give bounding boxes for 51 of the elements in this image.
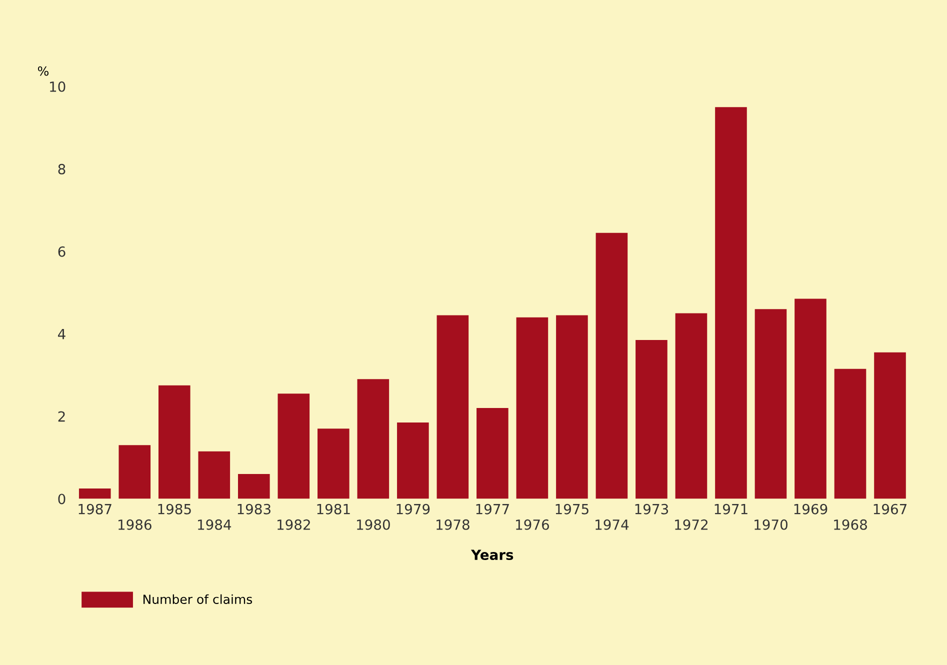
- x-tick-label: 1981: [317, 504, 350, 514]
- x-tick-label: 1971: [714, 504, 748, 514]
- bar: [556, 315, 588, 499]
- x-tick-label: 1987: [78, 504, 112, 514]
- x-tick-label: 1979: [396, 504, 430, 514]
- x-tick-label: 1976: [516, 519, 549, 530]
- x-tick-label: 1974: [596, 519, 629, 530]
- y-tick-label: 4: [58, 328, 66, 340]
- x-tick-label: 1973: [635, 504, 668, 514]
- bar: [636, 340, 668, 499]
- bar: [794, 298, 826, 499]
- x-tick-label: 1983: [238, 504, 270, 514]
- x-tick-label: 1984: [198, 519, 232, 530]
- bar: [278, 394, 310, 499]
- y-tick-label: 2: [58, 411, 65, 422]
- bar: [436, 315, 469, 499]
- x-tick-label: 1975: [556, 504, 588, 514]
- x-tick-label: 1970: [754, 519, 788, 530]
- bar: [476, 408, 508, 499]
- bar: [357, 379, 390, 499]
- y-axis-title: %: [38, 66, 48, 76]
- x-tick-label: 1986: [118, 519, 152, 530]
- bar: [596, 232, 628, 499]
- bar: [397, 422, 429, 499]
- x-tick-label: 1985: [158, 504, 191, 514]
- bar: [715, 107, 747, 499]
- bar: [118, 445, 151, 499]
- y-tick-label: 10: [50, 81, 66, 92]
- bar: [874, 352, 906, 499]
- x-tick-label: 1980: [357, 519, 390, 530]
- x-tick-label: 1978: [436, 519, 470, 530]
- y-tick-label: 8: [58, 164, 66, 174]
- x-axis-title: Years: [470, 550, 514, 560]
- x-tick-label: 1977: [476, 504, 509, 514]
- legend-label: Number of claims: [144, 594, 252, 604]
- bar: [834, 368, 866, 499]
- bar: [78, 488, 111, 499]
- x-tick-label: 1969: [794, 504, 828, 514]
- bar: [516, 317, 548, 499]
- bar: [198, 451, 230, 499]
- bar: [158, 385, 190, 499]
- x-tick-label: 1967: [874, 504, 906, 514]
- bar: [675, 313, 708, 499]
- bar: [238, 474, 270, 499]
- y-tick-label: 6: [58, 246, 66, 257]
- y-tick-label: 0: [58, 494, 66, 504]
- x-tick-label: 1972: [675, 519, 708, 530]
- bar: [754, 309, 787, 499]
- bar: [318, 428, 350, 499]
- x-tick-label: 1968: [834, 519, 867, 530]
- x-tick-label: 1982: [278, 519, 310, 530]
